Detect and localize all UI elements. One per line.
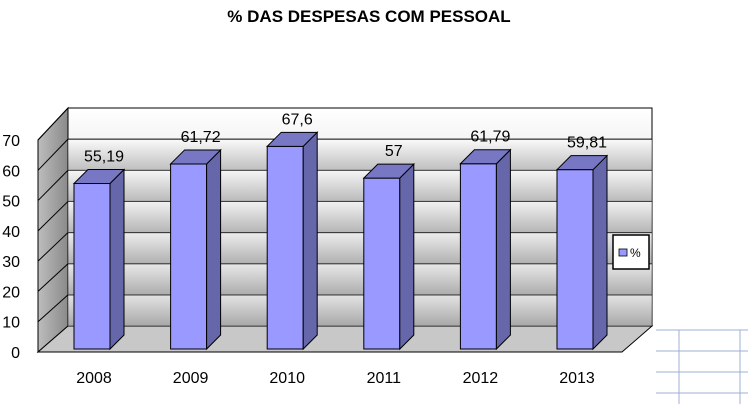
bar-top	[362, 163, 416, 179]
gridline-side	[37, 294, 69, 323]
grid-band	[68, 232, 652, 264]
x-tick-label: 2012	[463, 370, 499, 387]
y-tick-label: 70	[2, 133, 20, 150]
data-label: 55,19	[84, 149, 124, 166]
bar-front	[73, 183, 111, 350]
x-tick-label: 2011	[367, 370, 402, 387]
x-tick-label: 2010	[269, 370, 305, 387]
chart-side-wall	[37, 106, 69, 354]
bar-side	[206, 148, 222, 351]
bar-front	[266, 145, 304, 350]
legend-swatch	[618, 248, 628, 257]
x-tick-label: 2013	[559, 370, 595, 387]
gridline-side	[37, 232, 69, 262]
chart-title: % DAS DESPESAS COM PESSOAL	[227, 7, 510, 26]
gridline-side	[37, 107, 69, 141]
grid-band	[68, 201, 652, 233]
grid-band	[68, 263, 652, 295]
bar-side	[399, 162, 415, 351]
bar-top	[459, 149, 512, 165]
y-tick-label: 10	[2, 315, 20, 332]
bar-top	[72, 169, 126, 185]
background-cell-lines	[656, 329, 748, 404]
legend-label-percent: %	[630, 246, 641, 260]
y-tick-label: 20	[2, 284, 20, 301]
bar-front	[556, 169, 594, 350]
bar-side	[495, 148, 511, 351]
bar	[459, 148, 512, 351]
grid-band	[68, 170, 652, 202]
bar-top	[555, 155, 609, 171]
data-label: 59,81	[567, 135, 607, 152]
bar-front	[363, 177, 401, 350]
x-tick-label: 2008	[76, 370, 112, 387]
y-tick-label: 0	[11, 345, 20, 362]
bar-front	[170, 163, 208, 350]
y-tick-label: 40	[2, 224, 20, 241]
gridline-side	[37, 169, 69, 201]
grid-band	[68, 139, 652, 171]
bar	[555, 154, 609, 351]
bar-side	[592, 154, 608, 351]
bar-top	[265, 131, 319, 147]
bar-side	[109, 168, 125, 351]
bar-side	[302, 131, 318, 351]
bar	[265, 131, 319, 351]
gridline-side	[37, 138, 69, 171]
y-tick-label: 60	[2, 163, 20, 180]
bar	[169, 148, 222, 351]
grid-band	[68, 294, 652, 326]
data-label: 61,79	[470, 129, 510, 146]
gridline-side	[37, 201, 69, 232]
bar	[72, 168, 126, 351]
x-tick-label: 2009	[173, 370, 209, 387]
y-tick-label: 50	[2, 194, 20, 211]
y-tick-label: 30	[2, 254, 20, 271]
bar	[362, 162, 416, 351]
data-label: 57	[385, 143, 403, 160]
gridline-side	[37, 263, 69, 292]
legend: %	[612, 234, 650, 270]
data-label: 67,6	[282, 111, 313, 128]
data-label: 61,72	[181, 129, 221, 146]
bar-top	[169, 149, 222, 165]
bar-front	[459, 163, 497, 350]
